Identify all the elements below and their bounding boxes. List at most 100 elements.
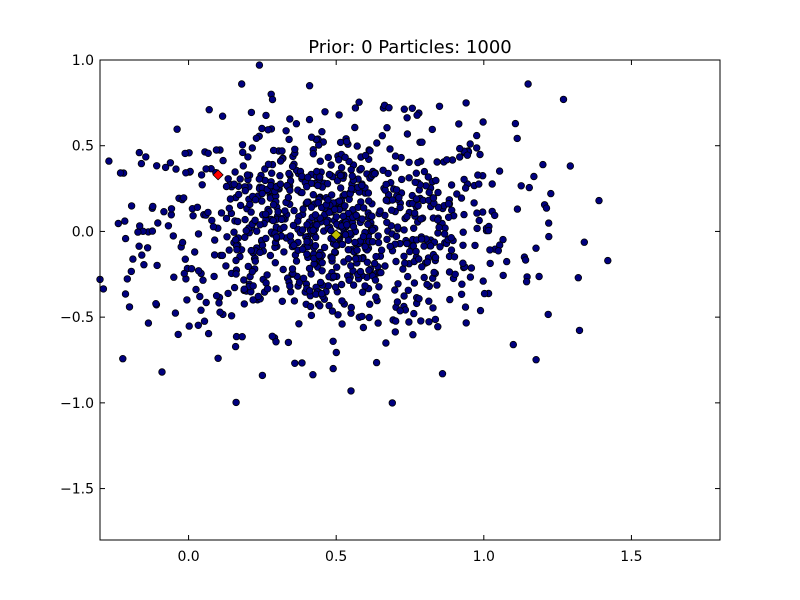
particle-point: [262, 210, 270, 218]
particle-point: [286, 232, 295, 240]
particle-point: [431, 253, 440, 262]
particle-point: [444, 200, 453, 208]
particle-point: [509, 340, 517, 349]
particle-point: [311, 211, 320, 219]
particle-point: [185, 322, 193, 330]
particle-point: [371, 169, 379, 178]
particle-point: [135, 242, 143, 250]
x-tick-label: 1.0: [473, 549, 495, 565]
particle-point: [400, 105, 408, 113]
particle-point: [349, 222, 358, 231]
x-tick-label: 0.0: [177, 549, 199, 565]
particle-point: [316, 157, 324, 165]
particle-point: [298, 226, 307, 234]
particle-point: [303, 237, 311, 246]
particle-point: [446, 295, 454, 304]
particle-point: [388, 196, 397, 204]
particle-point: [280, 248, 288, 256]
particle-point: [412, 247, 420, 256]
particle-point: [366, 300, 374, 308]
particle-point: [358, 215, 366, 223]
particle-point: [218, 112, 227, 120]
particle-point: [517, 182, 525, 190]
particle-point: [276, 180, 285, 188]
particle-point: [178, 238, 187, 247]
particle-point: [547, 189, 555, 198]
particle-point: [391, 328, 399, 336]
particle-point: [353, 142, 361, 150]
particle-point: [299, 205, 307, 213]
particle-point: [351, 104, 360, 112]
particle-point: [284, 338, 293, 347]
particle-point: [232, 398, 240, 407]
particle-point: [158, 368, 166, 376]
particle-point: [225, 246, 233, 254]
particle-point: [232, 270, 240, 278]
particle-point: [248, 144, 256, 152]
particle-point: [405, 318, 413, 326]
points-layer: [96, 61, 612, 407]
particle-point: [411, 178, 419, 186]
particle-point: [305, 115, 314, 124]
particle-point: [314, 181, 322, 190]
particle-point: [418, 263, 426, 271]
particle-point: [251, 195, 260, 204]
particle-point: [484, 226, 493, 235]
particle-point: [355, 98, 363, 106]
particle-point: [315, 251, 323, 260]
particle-point: [544, 310, 552, 319]
particle-point: [244, 262, 252, 271]
particle-point: [347, 184, 356, 193]
particle-point: [403, 212, 411, 221]
particle-point: [396, 307, 404, 315]
particle-point: [341, 153, 349, 161]
particle-point: [415, 295, 423, 303]
x-tick-label: 0.5: [325, 549, 347, 565]
particle-point: [394, 223, 402, 231]
particle-point: [254, 292, 262, 301]
particle-point: [307, 133, 316, 141]
particle-point: [513, 205, 522, 213]
particle-point: [217, 209, 226, 217]
particle-point: [545, 232, 553, 241]
particle-point: [404, 286, 412, 294]
particle-point: [307, 311, 316, 320]
particle-point: [190, 248, 199, 256]
particle-point: [292, 119, 301, 128]
particle-point: [486, 246, 494, 254]
particle-point: [360, 204, 368, 212]
particle-point: [356, 267, 365, 276]
particle-point: [364, 220, 372, 228]
particle-point: [414, 158, 422, 167]
particle-point: [262, 111, 270, 120]
particle-point: [332, 213, 341, 221]
particle-point: [306, 302, 315, 311]
particle-point: [277, 215, 286, 224]
particle-point: [230, 180, 238, 188]
particle-point: [316, 173, 324, 181]
particle-point: [392, 257, 400, 266]
particle-point: [318, 290, 326, 298]
particle-point: [225, 204, 233, 212]
particle-point: [285, 135, 293, 144]
particle-point: [358, 181, 366, 190]
particle-point: [286, 186, 294, 194]
particle-point: [298, 172, 306, 180]
particle-point: [127, 202, 136, 210]
particle-point: [239, 162, 247, 170]
particle-point: [335, 111, 343, 119]
particle-point: [473, 224, 481, 233]
particle-point: [249, 282, 257, 290]
particle-point: [244, 153, 252, 161]
particle-point: [430, 268, 438, 277]
particle-point: [461, 184, 470, 192]
particle-point: [462, 319, 470, 327]
particle-point: [522, 278, 531, 286]
particle-point: [233, 245, 241, 254]
particle-point: [351, 123, 359, 132]
particle-point: [403, 130, 412, 138]
y-tick-label: −1.5: [60, 482, 94, 498]
particle-point: [388, 206, 396, 214]
particle-point: [232, 256, 240, 265]
particle-point: [453, 190, 461, 198]
